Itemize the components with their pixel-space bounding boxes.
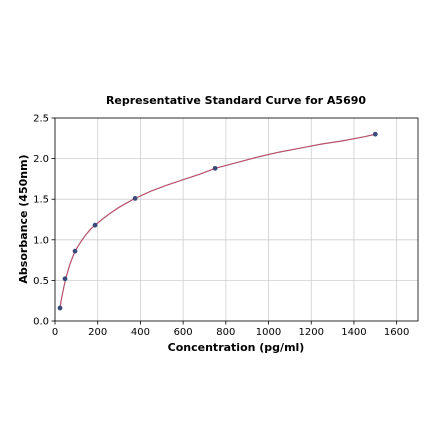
y-tick-label: 2.0: [33, 154, 49, 165]
y-axis-label: Absorbance (450nm): [17, 154, 30, 283]
x-tick-label: 1600: [384, 327, 409, 338]
x-axis-label: Concentration (pg/ml): [168, 341, 305, 354]
x-tick-label: 1200: [299, 327, 324, 338]
x-tick-label: 200: [88, 327, 107, 338]
data-point: [72, 248, 78, 254]
x-tick-label: 1000: [256, 327, 281, 338]
y-tick-label: 0.5: [33, 276, 49, 287]
data-points: [57, 131, 378, 311]
y-tick-label: 1.0: [33, 235, 49, 246]
chart-title: Representative Standard Curve for A5690: [106, 94, 366, 107]
data-point: [132, 195, 138, 201]
data-point: [372, 131, 378, 137]
x-tick-label: 600: [174, 327, 193, 338]
x-tick-label: 0: [52, 327, 58, 338]
fit-curve: [59, 133, 376, 309]
y-tick-label: 0.0: [33, 317, 49, 328]
y-tick-label: 1.5: [33, 195, 49, 206]
x-tick-label: 400: [131, 327, 150, 338]
y-tick-label: 2.5: [33, 114, 49, 125]
data-point: [92, 222, 98, 228]
y-axis-ticks: 0.0 0.5 1.0 1.5 2.0 2.5: [33, 114, 55, 328]
x-tick-label: 1400: [341, 327, 366, 338]
grid-lines: [54, 117, 418, 322]
data-point: [212, 165, 218, 171]
x-tick-label: 800: [216, 327, 235, 338]
data-point: [57, 305, 63, 311]
data-point: [62, 276, 68, 282]
x-axis-ticks: 0 200 400 600 800 1000 1200 1400 1600: [52, 321, 409, 338]
plot-frame: [54, 117, 419, 322]
